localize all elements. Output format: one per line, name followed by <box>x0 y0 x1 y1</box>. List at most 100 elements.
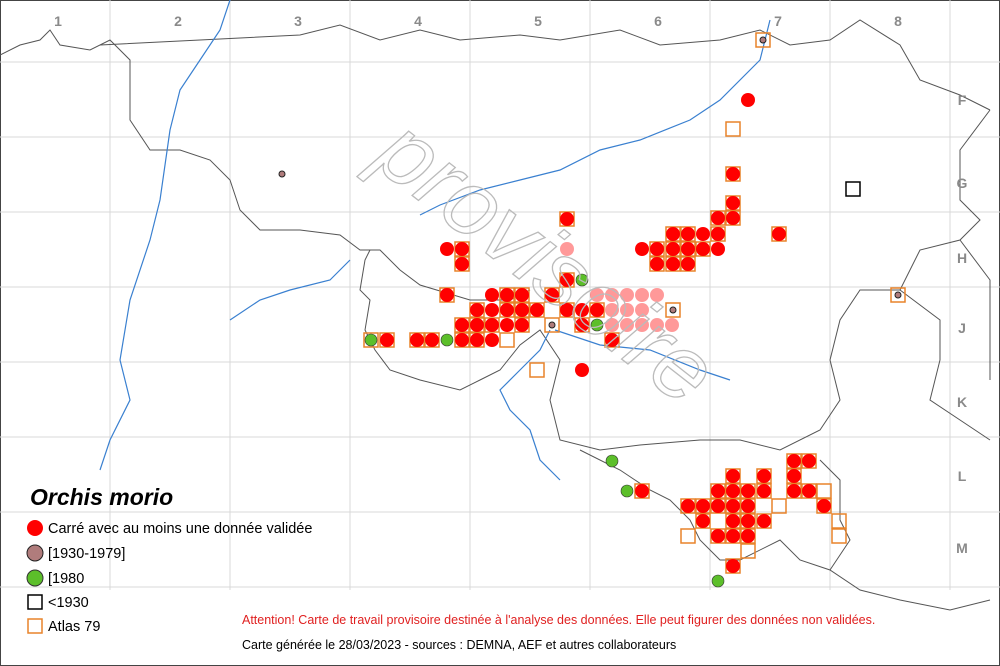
record-dot <box>726 167 740 181</box>
record-dot <box>726 196 740 210</box>
record-dot <box>741 93 755 107</box>
record-dot <box>711 484 725 498</box>
record-dot <box>666 257 680 271</box>
record-dot <box>635 303 649 317</box>
record-dot <box>741 484 755 498</box>
record-dot <box>470 318 484 332</box>
record-dot <box>757 484 771 498</box>
record-dot <box>440 242 454 256</box>
legend-title: Orchis morio <box>30 484 173 510</box>
warning: Attention! Carte de travail provisoire d… <box>242 613 875 627</box>
row-label: F <box>958 92 967 108</box>
record-dot <box>620 303 634 317</box>
column-label: 1 <box>54 13 62 29</box>
record-dot <box>500 303 514 317</box>
atlas-square <box>890 287 906 303</box>
legend-marker <box>26 569 44 587</box>
record-dot <box>726 559 740 573</box>
atlas-square <box>740 543 756 559</box>
record-dot <box>802 484 816 498</box>
record-dot <box>560 242 574 256</box>
record-dot <box>575 303 589 317</box>
record-dot <box>560 212 574 226</box>
record-dot <box>681 499 695 513</box>
record-dot <box>787 454 801 468</box>
column-label: 7 <box>774 13 782 29</box>
record-dot <box>455 257 469 271</box>
legend-label: [1930-1979] <box>48 546 125 562</box>
record-dot <box>605 318 619 332</box>
record-dot <box>741 529 755 543</box>
old-dot <box>894 291 902 299</box>
record-dot <box>455 242 469 256</box>
record-dot <box>650 288 664 302</box>
record-dot <box>802 454 816 468</box>
record-dot <box>620 288 634 302</box>
grid-labels: 1 2 3 4 5 6 7 8 F G H J K L M <box>54 13 968 556</box>
record-dot <box>560 273 574 287</box>
record-dot <box>605 333 619 347</box>
record-dot <box>425 333 439 347</box>
record-dot <box>470 333 484 347</box>
record-dot <box>711 529 725 543</box>
atlas-square <box>363 332 379 348</box>
legend-marker <box>27 594 43 610</box>
row-label: G <box>957 175 968 191</box>
footer: Carte générée le 28/03/2023 - sources : … <box>242 638 676 652</box>
record-dot <box>726 469 740 483</box>
record-dot <box>455 318 469 332</box>
record-dot <box>696 514 710 528</box>
record-dot <box>787 484 801 498</box>
record-dot <box>605 303 619 317</box>
atlas-square <box>771 498 787 514</box>
recent-dot <box>620 484 634 498</box>
record-dot <box>665 318 679 332</box>
record-dot <box>726 499 740 513</box>
legend-marker <box>27 618 43 634</box>
column-label: 2 <box>174 13 182 29</box>
record-dot <box>470 303 484 317</box>
record-dot <box>726 484 740 498</box>
record-dot <box>410 333 424 347</box>
record-dot <box>590 288 604 302</box>
record-dot <box>681 242 695 256</box>
legend-label: Carré avec au moins une donnée validée <box>48 521 312 537</box>
record-dot <box>515 303 529 317</box>
record-dot <box>787 469 801 483</box>
markers <box>278 32 906 588</box>
record-dot <box>650 257 664 271</box>
record-dot <box>666 227 680 241</box>
borders <box>0 19 991 611</box>
record-dot <box>380 333 394 347</box>
record-dot <box>575 318 589 332</box>
record-dot <box>666 242 680 256</box>
record-dot <box>635 318 649 332</box>
record-dot <box>575 363 589 377</box>
record-dot <box>726 529 740 543</box>
record-dot <box>757 514 771 528</box>
record-dot <box>560 303 574 317</box>
row-label: L <box>958 468 967 484</box>
legend-label: <1930 <box>48 595 89 611</box>
record-dot <box>726 514 740 528</box>
record-dot <box>726 211 740 225</box>
record-dot <box>635 484 649 498</box>
atlas-square <box>755 32 771 48</box>
record-dot <box>711 211 725 225</box>
atlas-square <box>831 513 847 529</box>
record-dot <box>711 499 725 513</box>
record-dot <box>485 333 499 347</box>
record-dot <box>696 242 710 256</box>
legend-marker <box>27 520 43 536</box>
atlas-square <box>816 483 832 499</box>
atlas-square <box>831 528 847 544</box>
record-dot <box>741 499 755 513</box>
legend-label: Atlas 79 <box>48 619 100 635</box>
record-dot <box>772 227 786 241</box>
atlas-square <box>544 317 560 333</box>
legend-marker <box>26 544 44 562</box>
atlas-square <box>680 528 696 544</box>
record-dot <box>681 227 695 241</box>
old-dot <box>669 306 677 314</box>
